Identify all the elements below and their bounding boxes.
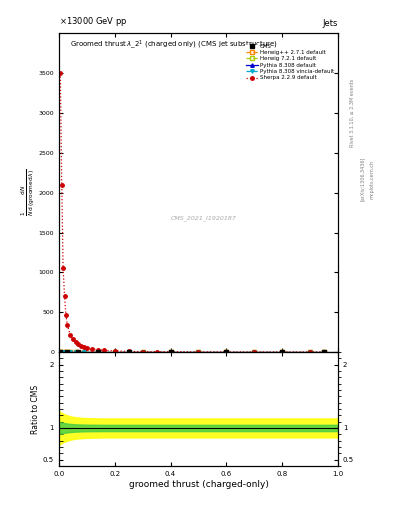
Text: CMS_2021_I1920187: CMS_2021_I1920187	[171, 216, 237, 221]
X-axis label: groomed thrust (charged-only): groomed thrust (charged-only)	[129, 480, 268, 488]
Text: mcplots.cern.ch: mcplots.cern.ch	[369, 160, 375, 199]
Text: Rivet 3.1.10, ≥ 2.3M events: Rivet 3.1.10, ≥ 2.3M events	[350, 78, 355, 147]
Text: [arXiv:1306.3436]: [arXiv:1306.3436]	[360, 157, 365, 201]
Y-axis label: $\frac{1}{N}\frac{\mathrm{d}N}{\mathrm{d}\,(\mathrm{groomed}\,\lambda)}$: $\frac{1}{N}\frac{\mathrm{d}N}{\mathrm{d…	[20, 169, 37, 217]
Text: Jets: Jets	[323, 19, 338, 29]
Text: Groomed thrust$\,\lambda\_2^1$ (charged only) (CMS jet substructure): Groomed thrust$\,\lambda\_2^1$ (charged …	[70, 38, 278, 51]
Legend: CMS, Herwig++ 2.7.1 default, Herwig 7.2.1 default, Pythia 8.308 default, Pythia : CMS, Herwig++ 2.7.1 default, Herwig 7.2.…	[244, 42, 335, 81]
Y-axis label: Ratio to CMS: Ratio to CMS	[31, 385, 40, 434]
Text: $\times$13000 GeV pp: $\times$13000 GeV pp	[59, 15, 127, 29]
